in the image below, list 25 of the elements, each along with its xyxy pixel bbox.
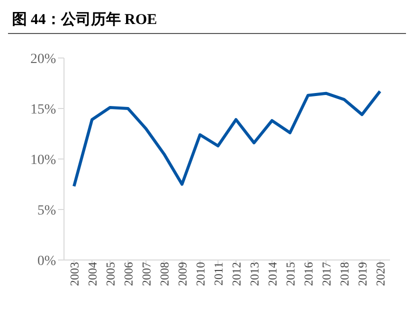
chart-title: 图 44：公司历年 ROE bbox=[8, 8, 406, 34]
x-tick-label: 2017 bbox=[320, 262, 334, 286]
x-tick-label: 2012 bbox=[230, 262, 244, 286]
x-tick-label: 2009 bbox=[176, 262, 190, 286]
x-tick-label: 2003 bbox=[68, 262, 82, 286]
line-series bbox=[72, 90, 382, 188]
x-tick-label: 2008 bbox=[158, 262, 172, 286]
x-tick-label: 2013 bbox=[248, 262, 262, 286]
x-tick-label: 2018 bbox=[338, 262, 352, 286]
x-tick-label: 2006 bbox=[122, 262, 136, 286]
x-tick-label: 2019 bbox=[356, 262, 370, 286]
x-tick-label: 2010 bbox=[194, 262, 208, 286]
x-tick-label: 2015 bbox=[284, 262, 298, 286]
x-tick-label: 2016 bbox=[302, 262, 316, 286]
x-tick-label: 2005 bbox=[104, 262, 118, 286]
x-tick-label: 2014 bbox=[266, 262, 280, 286]
x-tick-label: 2004 bbox=[86, 262, 100, 286]
y-tick-label: 15% bbox=[30, 102, 56, 118]
y-tick-label: 20% bbox=[30, 52, 56, 67]
x-tick-label: 2020 bbox=[374, 262, 388, 286]
y-tick-label: 10% bbox=[30, 152, 56, 168]
x-tick-label: 2011 bbox=[212, 262, 226, 286]
y-tick-label: 0% bbox=[37, 254, 56, 269]
y-tick-label: 5% bbox=[37, 203, 56, 218]
x-tick-label: 2007 bbox=[140, 262, 154, 286]
